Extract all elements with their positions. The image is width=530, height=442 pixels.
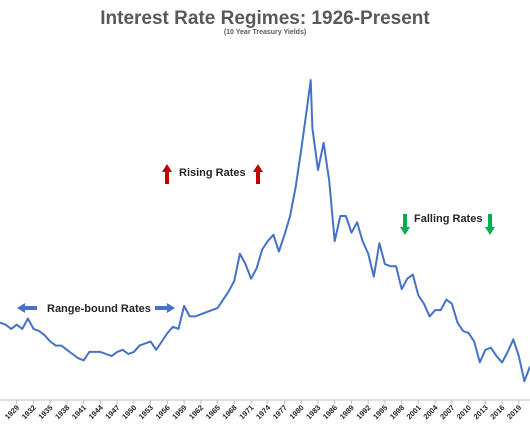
annotation-range-bound: Range-bound Rates [17,303,175,315]
x-tick-label: 1983 [304,403,322,421]
chart-title: Interest Rate Regimes: 1926-Present [100,8,430,29]
x-tick-label: 1938 [53,403,71,421]
x-tick-label: 2001 [405,403,423,421]
x-tick-label: 2019 [505,403,523,421]
x-tick-label: 1953 [137,403,155,421]
x-tick-label: 1974 [254,402,273,421]
plot-area [0,79,530,383]
series-line-0 [0,79,530,383]
x-tick-label: 1965 [204,403,222,421]
x-tick-label: 1986 [321,403,339,421]
annotation-rising-rates: Rising Rates [162,164,263,184]
x-tick-label: 1980 [288,403,306,421]
annotation-rising-rates-label: Rising Rates [179,167,246,179]
x-tick-label: 1995 [371,403,389,421]
right-arrow-icon [155,303,175,313]
x-tick-label: 1998 [388,403,406,421]
x-tick-label: 1962 [187,403,205,421]
annotation-falling-rates-label: Falling Rates [414,213,482,225]
x-tick-label: 1968 [221,403,239,421]
down-arrow-icon [400,214,410,235]
x-tick-label: 1971 [237,403,255,421]
x-tick-label: 2007 [438,403,456,421]
annotation-falling-rates: Falling Rates [400,213,495,235]
x-tick-label: 1956 [154,403,172,421]
up-arrow-icon [162,164,172,184]
x-tick-label: 1929 [3,403,21,421]
x-tick-label: 2013 [472,403,490,421]
chart-subtitle: (10 Year Treasury Yields) [224,29,306,36]
x-tick-label: 1959 [170,403,188,421]
x-tick-label: 1941 [70,403,88,421]
down-arrow-icon [485,214,495,235]
x-tick-label: 1977 [271,403,289,421]
x-axis: 1929193219351938194119441947195019531956… [0,399,530,421]
x-tick-label: 1935 [36,403,54,421]
up-arrow-icon [253,164,263,184]
x-tick-label: 2010 [455,403,473,421]
x-tick-label: 1989 [338,403,356,421]
x-tick-label: 1992 [354,403,372,421]
x-tick-label: 1944 [87,402,106,421]
x-tick-label: 2004 [421,402,440,421]
left-arrow-icon [17,303,37,313]
x-tick-label: 1947 [103,403,121,421]
x-tick-label: 1950 [120,403,138,421]
x-tick-label: 1932 [20,403,38,421]
annotation-range-bound-label: Range-bound Rates [47,303,151,315]
x-tick-label: 2016 [488,403,506,421]
